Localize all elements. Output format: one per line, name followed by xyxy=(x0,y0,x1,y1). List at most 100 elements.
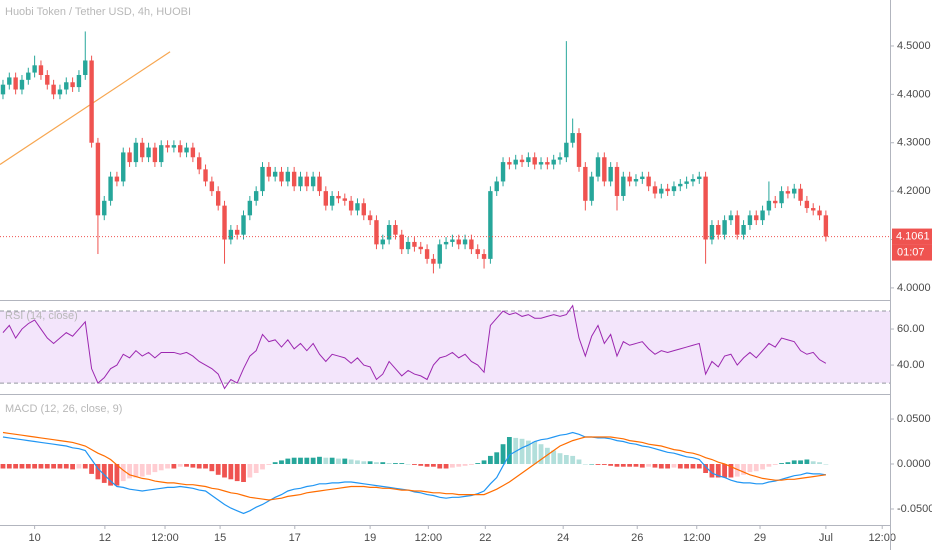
x-tick-label: 12:00 xyxy=(415,532,443,544)
candle-body xyxy=(159,145,164,163)
histogram-bar xyxy=(633,464,639,467)
histogram-bar xyxy=(89,464,94,474)
histogram-bar xyxy=(152,464,158,473)
histogram-bar xyxy=(361,461,367,465)
candle-body xyxy=(817,210,822,216)
histogram-bar xyxy=(139,464,145,477)
candle-body xyxy=(570,133,575,143)
candle-body xyxy=(709,225,715,240)
y-tick-label: 4.0000 xyxy=(897,282,931,294)
candle-body xyxy=(361,203,366,216)
histogram-bar xyxy=(120,464,126,482)
x-tick-label: 10 xyxy=(29,532,41,544)
histogram-bar xyxy=(601,464,607,465)
histogram-bar xyxy=(272,462,278,465)
candle-body xyxy=(234,229,240,235)
x-tick-label: 12:00 xyxy=(868,532,896,544)
candle-body xyxy=(209,181,215,192)
candle-body xyxy=(773,200,778,204)
candle-body xyxy=(671,186,677,192)
histogram-bar xyxy=(209,464,215,472)
candle-body xyxy=(418,246,423,250)
candle-body xyxy=(285,171,291,182)
histogram-bar xyxy=(450,464,455,468)
histogram-bar xyxy=(329,457,335,465)
candle-body xyxy=(608,166,613,182)
candle-body xyxy=(121,152,126,182)
y-tick-label: 0.0500 xyxy=(897,413,931,425)
histogram-bar xyxy=(234,464,240,482)
candle-body xyxy=(488,191,493,259)
histogram-bar xyxy=(595,464,601,465)
candle-body xyxy=(785,191,791,194)
x-tick-label: 22 xyxy=(479,532,491,544)
histogram-bar xyxy=(646,464,652,467)
histogram-bar xyxy=(424,464,430,467)
histogram-bar xyxy=(494,452,500,465)
candle-body xyxy=(804,200,810,209)
candle-body xyxy=(659,188,664,194)
histogram-bar xyxy=(70,464,76,470)
candle-body xyxy=(500,162,506,182)
candle-body xyxy=(329,195,335,206)
histogram-bar xyxy=(703,464,709,473)
histogram-bar xyxy=(405,464,411,465)
candle-body xyxy=(469,239,474,250)
histogram-bar xyxy=(671,464,677,468)
candle-body xyxy=(190,147,196,158)
signal-line xyxy=(2,431,826,501)
histogram-bar xyxy=(101,464,107,483)
histogram-bar xyxy=(51,464,57,469)
histogram-bar xyxy=(500,444,506,465)
last-price-label: 4.1061 xyxy=(896,230,930,242)
candle-body xyxy=(792,188,797,194)
candle-body xyxy=(184,147,189,153)
histogram-bar xyxy=(551,450,557,465)
histogram-bar xyxy=(393,463,398,465)
histogram-bar xyxy=(196,464,202,469)
candle-body xyxy=(532,157,537,165)
candle-body xyxy=(481,254,487,259)
histogram-bar xyxy=(298,457,303,465)
histogram-bar xyxy=(165,464,170,469)
candle-body xyxy=(89,60,94,143)
candle-body xyxy=(551,159,556,165)
candle-body xyxy=(45,75,50,85)
candle-body xyxy=(165,145,170,148)
histogram-bar xyxy=(133,464,139,478)
histogram-bar xyxy=(684,464,690,469)
candle-body xyxy=(716,225,721,235)
histogram-bar xyxy=(279,460,284,465)
histogram-bar xyxy=(462,464,468,466)
histogram-bar xyxy=(519,438,525,465)
histogram-bar xyxy=(6,464,12,469)
histogram-bar xyxy=(108,464,113,486)
histogram-bar xyxy=(374,462,379,465)
histogram-bar xyxy=(487,455,493,465)
histogram-bar xyxy=(576,459,582,465)
countdown-label: 01:07 xyxy=(897,246,925,258)
candle-body xyxy=(747,215,753,225)
candle-body xyxy=(215,191,221,206)
candle-body xyxy=(298,176,303,187)
histogram-bar xyxy=(772,464,778,465)
histogram-bar xyxy=(734,464,740,477)
candle-body xyxy=(513,159,518,165)
histogram-bar xyxy=(171,464,177,469)
candle-body xyxy=(779,191,784,204)
histogram-bar xyxy=(0,464,6,469)
histogram-bar xyxy=(127,464,132,479)
candle-body xyxy=(614,166,620,196)
histogram-bar xyxy=(399,463,405,465)
candle-body xyxy=(374,220,379,245)
candle-body xyxy=(114,176,120,182)
candle-body xyxy=(171,145,177,148)
y-tick-label: 4.5000 xyxy=(897,40,931,52)
candle-body xyxy=(766,200,772,211)
histogram-bar xyxy=(741,464,746,475)
histogram-bar xyxy=(779,463,784,465)
histogram-bar xyxy=(538,444,544,465)
candle-body xyxy=(703,176,708,240)
candle-body xyxy=(291,171,297,187)
histogram-bar xyxy=(190,464,196,468)
